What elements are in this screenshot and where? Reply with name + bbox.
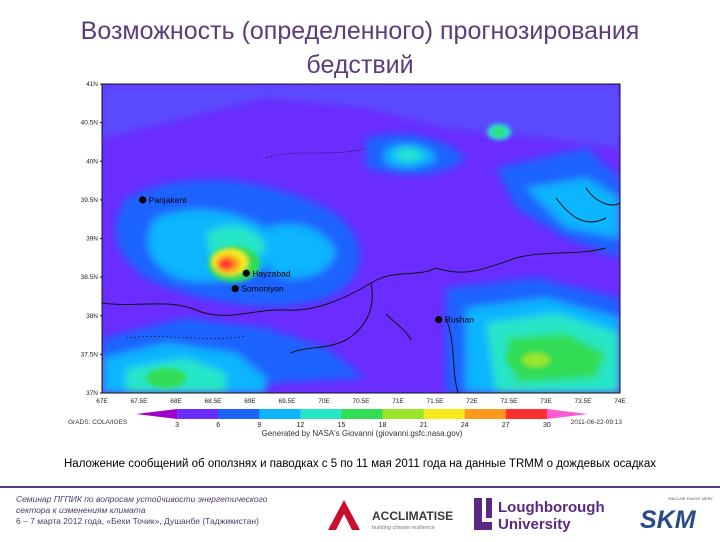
generated-label: Generated by NASA's Giovanni (giovanni.g… [262, 429, 463, 438]
lat-tick-label: 37N [86, 390, 98, 397]
lon-tick-label: 73.5E [575, 398, 593, 405]
title-line-2: бедствий [306, 51, 414, 79]
lon-tick-label: 68E [170, 398, 182, 405]
date-label: 2011-06-22-09:13 [571, 419, 623, 426]
skm-text: SKM [640, 506, 697, 534]
seminar-info: Семинар ПГПИК по вопросам устойчивости э… [16, 494, 316, 527]
colorbar-tick-label: 9 [257, 422, 261, 429]
map-caption: Наложение сообщений об оползнях и паводк… [64, 458, 656, 470]
colorbar-tick-label: 6 [216, 422, 220, 429]
acclimatise-subtitle: building climate resilience [372, 525, 435, 531]
lon-tick-label: 69.5E [279, 398, 297, 405]
colorbar-segment [300, 409, 342, 419]
place-marker [242, 269, 250, 277]
skm-tagline: SINCLAIR KNIGHT MERZ [668, 497, 713, 501]
lat-tick-label: 37.5N [81, 351, 99, 358]
colorbar-segment [259, 409, 301, 419]
rainfall-field [102, 84, 620, 393]
place-marker [231, 285, 239, 293]
lon-tick-label: 71E [392, 398, 404, 405]
place-marker [139, 196, 147, 204]
colorbar-segment [382, 409, 425, 419]
lat-tick-label: 39N [86, 236, 98, 243]
rainfall-map: 41N 40.5N 40N 39.5N 39N 38.5N 38N 37.5N 37N 67E 6… [66, 78, 626, 438]
loughborough-logo: Loughborough University [474, 498, 605, 533]
place-label: Panjakent [149, 195, 187, 205]
latitude-axis: 41N 40.5N 40N 39.5N 39N 38.5N 38N 37.5N 37N [81, 81, 102, 397]
lon-tick-label: 72E [466, 398, 478, 405]
colorbar-segment [177, 409, 219, 419]
colorbar-tick-label: 21 [420, 422, 428, 429]
loughborough-line-1: Loughborough [498, 499, 605, 516]
colorbar-tick-label: 12 [296, 422, 304, 429]
place-label: Rushan [445, 315, 475, 325]
place-label: Hayzabad [252, 268, 291, 278]
place-label: Somoniyon [241, 284, 284, 294]
slide-title: Возможность (определенного) прогнозирова… [0, 14, 720, 82]
colorbar-tick-label: 24 [461, 422, 469, 429]
colorbar-segment [423, 409, 466, 419]
seminar-line-1: Семинар ПГПИК по вопросам устойчивости э… [16, 494, 268, 504]
lon-tick-label: 70.5E [353, 398, 371, 405]
lat-tick-label: 40N [86, 158, 98, 165]
colorbar-segment [136, 409, 178, 419]
colorbar-segment [341, 409, 384, 419]
lon-tick-label: 72.5E [501, 398, 519, 405]
longitude-axis: 67E 67.5E 68E 68.5E 69E 69.5E 70E 70.5E 71E 71.5E… [96, 398, 626, 405]
lat-tick-label: 41N [86, 81, 98, 88]
colorbar-tick-label: 15 [338, 422, 346, 429]
colorbar-segment [464, 409, 507, 419]
place-markers: Panjakent Hayzabad Somoniyon Rushan [139, 195, 474, 325]
colorbar-segment [546, 409, 588, 419]
colorbar [136, 409, 588, 419]
grads-label: GrADS: COLA/IGES [68, 419, 128, 426]
seminar-line-2: сектора к изменениям климата [16, 505, 146, 515]
lon-tick-label: 69E [244, 398, 256, 405]
colorbar-segment [218, 409, 260, 419]
lon-tick-label: 74E [614, 398, 626, 405]
acclimatise-logo: ACCLIMATISE building climate resilience [326, 498, 453, 532]
lon-tick-label: 68.5E [205, 398, 223, 405]
title-line-1: Возможность (определенного) прогнозирова… [80, 17, 640, 45]
colorbar-tick-label: 18 [379, 422, 387, 429]
colorbar-tick-label: 3 [175, 422, 179, 429]
colorbar-tick-label: 27 [502, 422, 510, 429]
colorbar-tick-label: 30 [543, 422, 551, 429]
skm-logo: SINCLAIR KNIGHT MERZ SKM [640, 497, 713, 534]
lon-tick-label: 73E [540, 398, 552, 405]
lon-tick-label: 71.5E [427, 398, 445, 405]
lon-tick-label: 70E [318, 398, 330, 405]
place-marker [435, 316, 443, 324]
seminar-line-3: 6 – 7 марта 2012 года, «Бехи Точик», Душ… [16, 516, 259, 526]
lon-tick-label: 67E [96, 398, 108, 405]
loughborough-line-2: University [498, 516, 571, 533]
colorbar-segment [505, 409, 548, 419]
lat-tick-label: 40.5N [81, 120, 99, 127]
footer [0, 486, 720, 542]
acclimatise-text: ACCLIMATISE [372, 509, 453, 523]
lon-tick-label: 67.5E [131, 398, 149, 405]
partner-logos: ACCLIMATISE building climate resilience … [326, 497, 713, 534]
lat-tick-label: 38N [86, 313, 98, 320]
lat-tick-label: 39.5N [81, 197, 99, 204]
colorbar-ticks: 3 6 9 12 15 18 21 24 27 30 [175, 422, 551, 429]
lat-tick-label: 38.5N [81, 274, 99, 281]
